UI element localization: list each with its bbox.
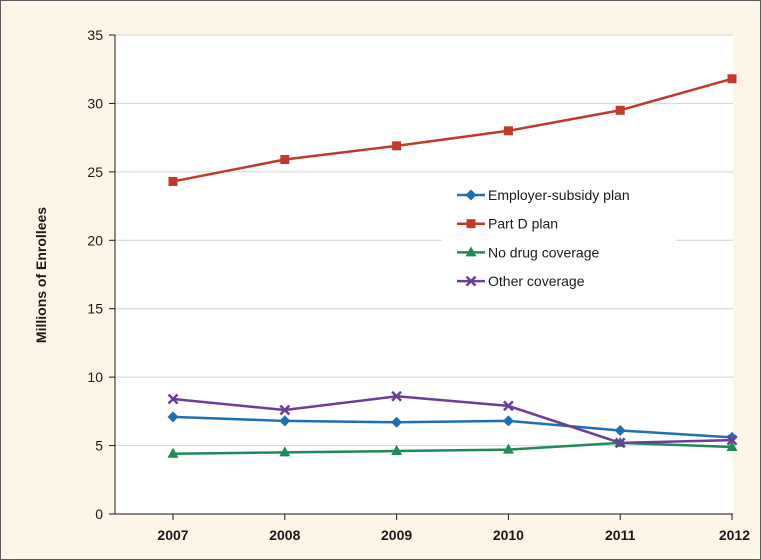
marker-square [727, 74, 737, 84]
y-tick-label: 30 [87, 95, 103, 111]
series-line [172, 395, 733, 445]
marker-triangle [502, 443, 514, 454]
marker-x-stroke [503, 400, 514, 412]
marker-square [466, 219, 476, 229]
marker-diamond [502, 415, 514, 427]
legend-item: No drug coverage [457, 244, 600, 260]
y-tick-label: 35 [87, 27, 103, 43]
legend-background [442, 178, 676, 298]
x-tick-label: 2007 [157, 527, 188, 543]
marker-x-stroke [391, 390, 402, 402]
legend-label: Employer-subsidy plan [488, 187, 630, 203]
series-employer-subsidy-plan [167, 411, 738, 443]
series-line [172, 415, 733, 439]
legend-label: Part D plan [488, 216, 558, 232]
marker-x-stroke [465, 275, 477, 287]
y-tick-label: 0 [95, 506, 103, 522]
legend-item: Employer-subsidy plan [457, 187, 630, 203]
marker-x-stroke [167, 393, 179, 405]
legend-label: Other coverage [488, 273, 585, 289]
x-tick-label: 2010 [493, 527, 524, 543]
y-axis-title: Millions of Enrollees [33, 207, 49, 343]
x-tick-label: 2012 [719, 527, 750, 543]
marker-triangle [167, 447, 179, 458]
marker-square [168, 176, 178, 186]
series-part-d-plan [168, 74, 737, 186]
y-tick-label: 20 [87, 232, 103, 248]
legend-item: Part D plan [457, 216, 558, 232]
marker-square [392, 141, 402, 151]
marker-triangle [391, 445, 403, 456]
x-tick-label: 2011 [605, 527, 636, 543]
marker-square [615, 105, 625, 115]
marker-triangle [726, 440, 738, 451]
marker-x-stroke [279, 404, 291, 416]
axes: 0 5 10 15 20 25 30 35 2007 2008 2009 2010 2011 2012 [87, 27, 750, 543]
y-tick-label: 25 [87, 164, 103, 180]
legend-box [442, 178, 676, 298]
series-line [172, 77, 733, 183]
legend: Employer-subsidy plan Part D plan No drug … [457, 187, 630, 289]
y-tick-label: 5 [95, 438, 103, 454]
y-tick-label: 10 [87, 369, 103, 385]
marker-square [503, 126, 513, 136]
marker-square [280, 155, 290, 165]
marker-diamond [614, 425, 626, 437]
marker-diamond [465, 189, 477, 201]
x-tick-label: 2008 [269, 527, 300, 543]
legend-label: No drug coverage [488, 244, 600, 260]
marker-x-stroke [726, 434, 738, 446]
series-layer [167, 74, 738, 458]
marker-diamond [279, 415, 291, 427]
marker-triangle [279, 446, 291, 457]
series-other-coverage [167, 390, 738, 449]
marker-x-stroke [614, 437, 626, 449]
legend-item: Other coverage [457, 273, 585, 289]
x-tick-label: 2009 [381, 527, 412, 543]
y-tick-label: 15 [87, 301, 103, 317]
marker-diamond [391, 416, 403, 428]
marker-diamond [167, 411, 179, 423]
marker-triangle [465, 246, 477, 257]
